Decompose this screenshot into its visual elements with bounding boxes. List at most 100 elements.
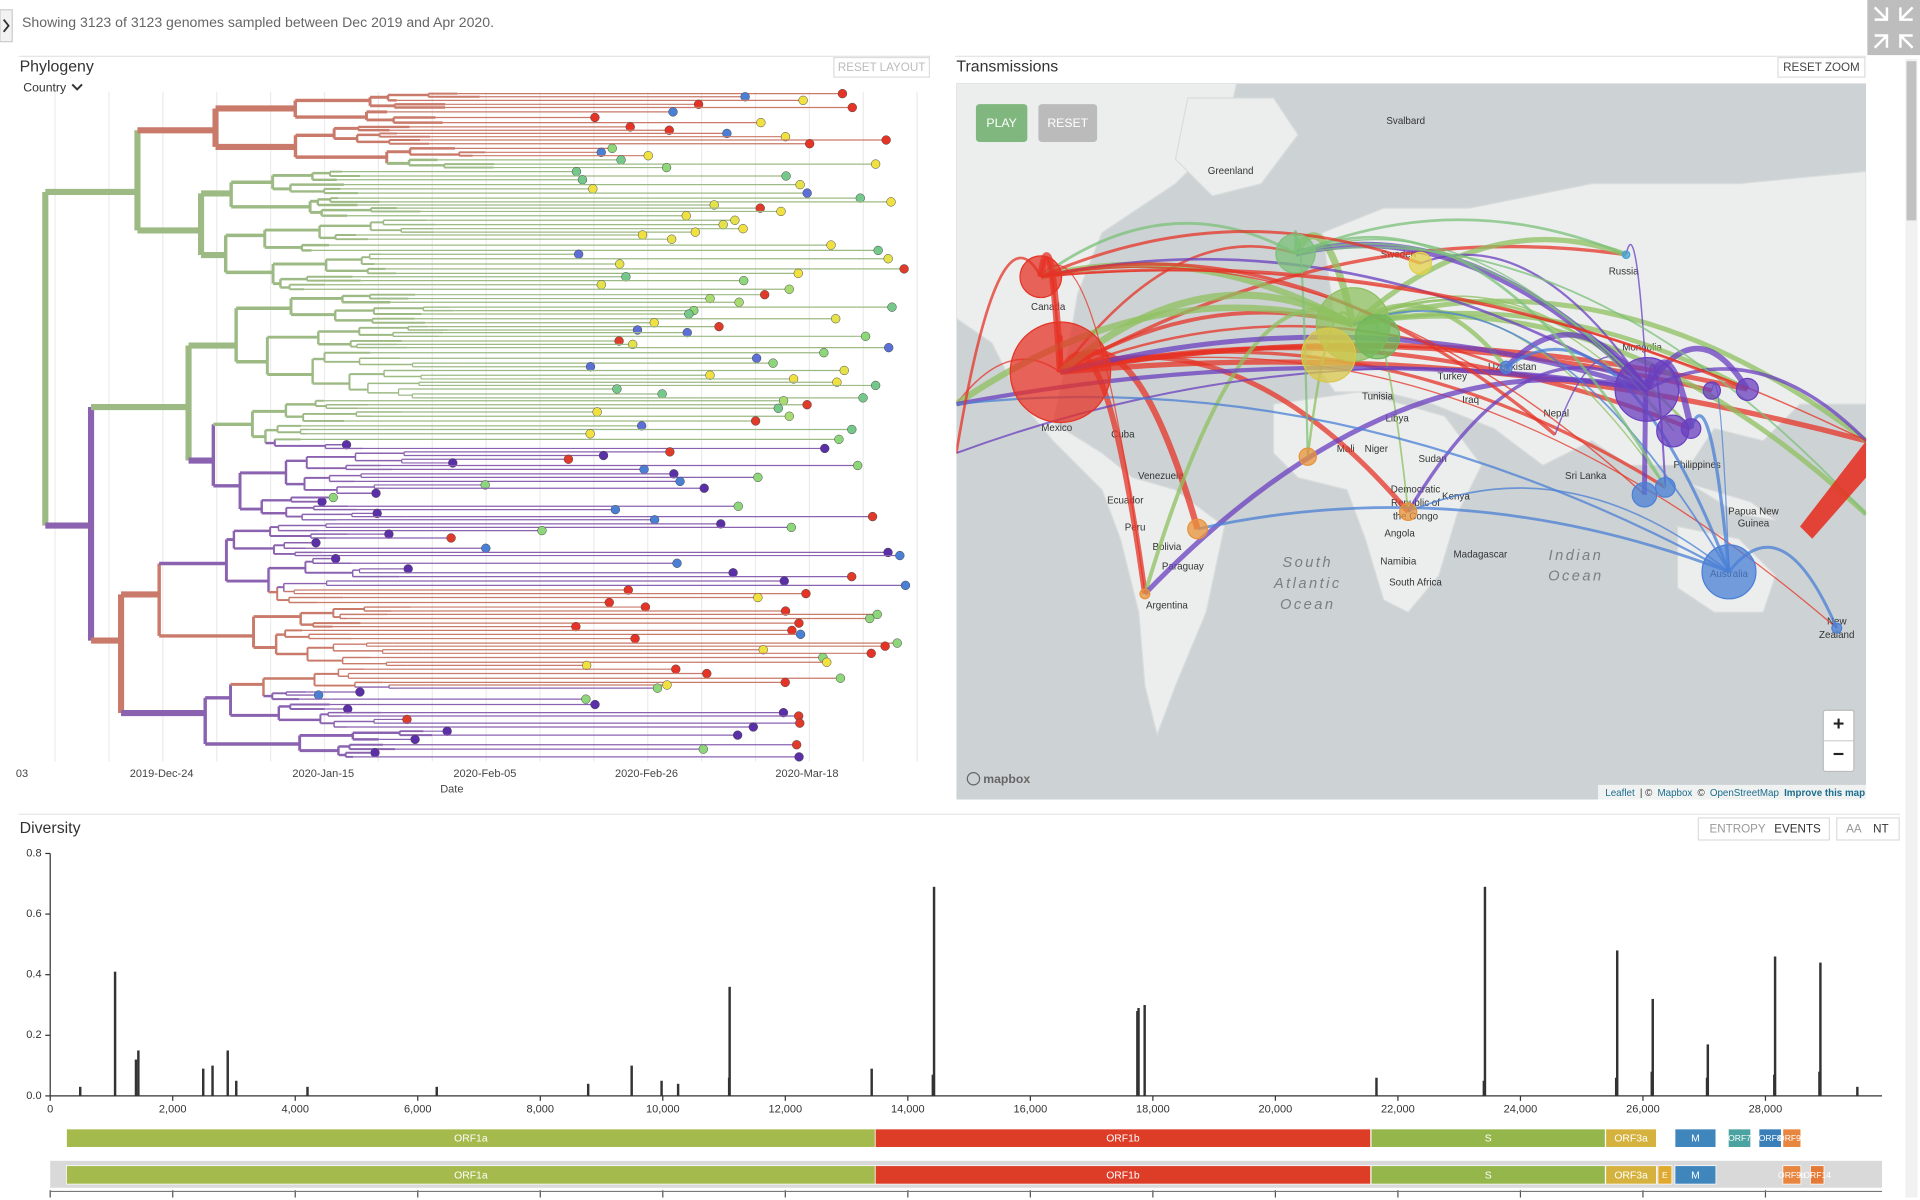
reset-map-button[interactable] <box>1038 104 1098 143</box>
events-button[interactable]: EVENTS <box>1774 823 1821 836</box>
tip <box>384 529 394 539</box>
tip <box>883 254 893 264</box>
map-label: Namibia <box>1380 557 1416 568</box>
map-label: Nepal <box>1544 408 1570 419</box>
scroll-thumb[interactable] <box>1906 61 1917 221</box>
tip <box>780 677 790 688</box>
x-tick-label: 2,000 <box>159 1103 187 1115</box>
map-label: Sri Lanka <box>1565 471 1607 482</box>
tip <box>855 193 865 203</box>
tip <box>699 483 709 493</box>
aa-button[interactable]: AA <box>1846 823 1862 836</box>
sidebar-toggle[interactable] <box>0 9 13 43</box>
gene-label: ORF7 <box>1728 1133 1751 1143</box>
button-label: PLAY <box>986 116 1016 130</box>
tip <box>590 112 600 123</box>
tip <box>637 421 647 431</box>
transmission-arc <box>1625 243 1648 390</box>
entropy-bar <box>202 1068 205 1096</box>
nt-button[interactable]: NT <box>1873 823 1889 836</box>
transmission-arc <box>1689 414 1731 572</box>
gene-label: ORF1a <box>454 1134 488 1145</box>
tip <box>571 621 581 632</box>
x-tick-label: 22,000 <box>1381 1103 1415 1115</box>
tip <box>585 429 595 439</box>
gene <box>1370 1128 1606 1148</box>
entropy-bar <box>137 1050 140 1096</box>
tip <box>780 132 791 142</box>
entropy-button[interactable]: ENTROPY <box>1709 823 1765 836</box>
attribution-link[interactable]: Improve this map <box>1784 787 1865 798</box>
transmission-arc <box>1294 218 1627 256</box>
attribution-link[interactable]: Mapbox <box>1657 787 1692 798</box>
tip <box>563 454 574 464</box>
tip <box>865 613 875 624</box>
tip <box>872 609 882 620</box>
gene-label: ORF1a <box>454 1170 488 1181</box>
tip <box>733 501 743 511</box>
tip <box>886 197 896 207</box>
map-label: Ocean <box>1280 597 1336 613</box>
tip <box>832 377 842 387</box>
reset-zoom-button[interactable] <box>1777 56 1866 78</box>
tip <box>793 268 803 278</box>
tip <box>794 752 804 762</box>
entropy-bar <box>1773 956 1777 1096</box>
map-label: Indian <box>1549 548 1604 564</box>
map-label: South <box>1282 555 1333 571</box>
tip <box>681 211 691 221</box>
date-tick: 2020-Mar-18 <box>775 768 838 780</box>
seq-toggle <box>1836 817 1900 841</box>
tip <box>582 660 592 671</box>
tip <box>588 184 598 194</box>
y-tick-label: 0.0 <box>26 1090 41 1102</box>
attribution-link[interactable]: OpenStreetMap <box>1710 787 1780 798</box>
deme <box>1275 233 1316 274</box>
attribution-link[interactable]: Leaflet <box>1605 787 1635 798</box>
tip <box>900 580 911 591</box>
gene-label: ORF1b <box>1106 1134 1140 1145</box>
tip <box>826 240 836 250</box>
gene-label: ORF9b <box>1778 1133 1806 1143</box>
tip <box>410 734 420 745</box>
map[interactable]: SvalbardGreenlandSwedenRussiaCanadaMexic… <box>956 83 1867 800</box>
tip <box>616 155 626 165</box>
gene <box>1727 1128 1752 1148</box>
date-tick: 2020-Feb-05 <box>453 768 516 780</box>
entropy-bar <box>1856 1086 1859 1096</box>
tip <box>684 309 694 319</box>
tip <box>853 460 863 471</box>
tip <box>662 680 672 690</box>
entropy-bar <box>113 971 117 1096</box>
tip <box>786 522 796 533</box>
play-button[interactable] <box>975 104 1028 143</box>
tip <box>718 219 728 230</box>
tip <box>795 180 805 190</box>
entropy-bar <box>676 1083 680 1096</box>
tip <box>311 538 321 548</box>
x-tick-label: 18,000 <box>1136 1103 1170 1115</box>
entropy-bar <box>211 1065 214 1096</box>
tip <box>649 318 659 328</box>
x-tick-label: 20,000 <box>1259 1103 1293 1115</box>
reset-layout-button[interactable] <box>833 56 930 78</box>
tip <box>657 389 667 399</box>
entropy-bar <box>1143 1005 1146 1096</box>
tip <box>883 547 893 558</box>
map-label: Ocean <box>1548 569 1604 585</box>
color-by-select[interactable]: Country <box>23 80 67 94</box>
scrollbar <box>1905 58 1918 1198</box>
tip <box>801 588 811 599</box>
gene-label: ORF14 <box>1803 1170 1831 1180</box>
entropy-chart: 0.0 0.2 0.4 0.6 0.8 0 2,000 4,000 6,000 8,000 10,0… <box>26 847 1883 1198</box>
tip <box>847 571 857 582</box>
gene <box>1657 1165 1673 1185</box>
zoom-out[interactable]: − <box>1833 744 1844 766</box>
tip <box>755 203 765 213</box>
tip <box>313 690 324 700</box>
tip <box>795 718 805 728</box>
gene-label: ORF3a <box>1614 1134 1648 1145</box>
zoom-in[interactable]: + <box>1833 713 1844 735</box>
tip <box>847 102 857 113</box>
